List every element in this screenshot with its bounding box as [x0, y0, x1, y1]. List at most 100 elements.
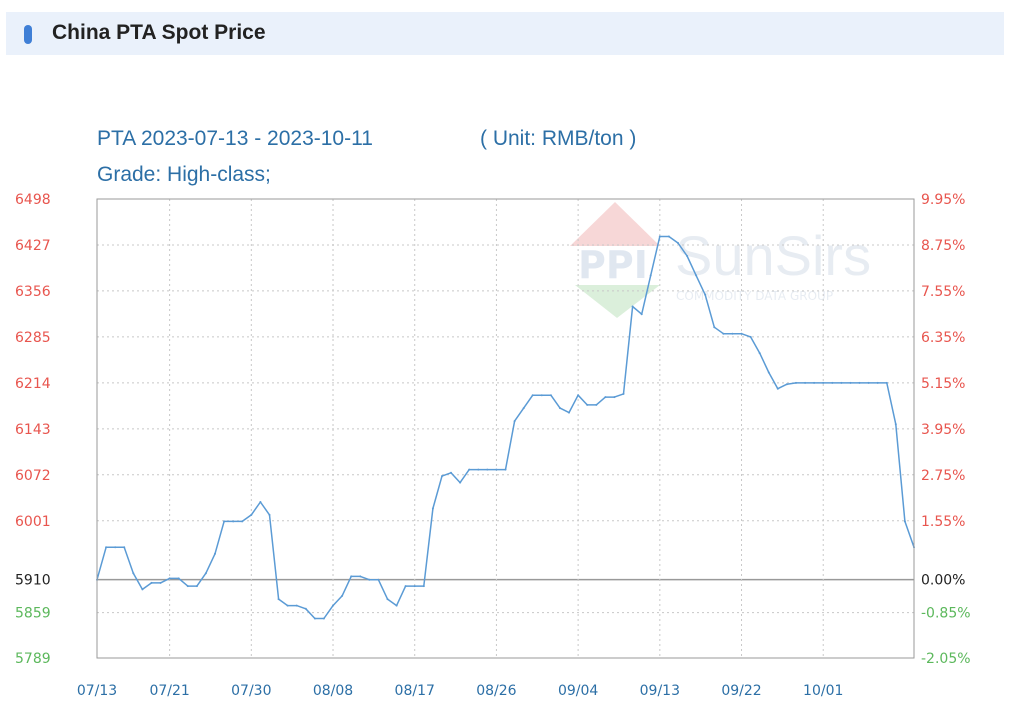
data-point: [250, 513, 253, 516]
data-point: [568, 411, 570, 414]
data-point: [695, 274, 698, 277]
x-tick-label: 08/08: [313, 683, 353, 699]
data-point: [141, 588, 144, 591]
data-point: [413, 585, 416, 588]
x-tick-label: 09/22: [721, 683, 761, 699]
chart-unit: ( Unit: RMB/ton ): [480, 127, 636, 150]
page-title: China PTA Spot Price: [52, 21, 266, 44]
data-point: [867, 381, 870, 384]
data-point: [885, 381, 888, 384]
data-point: [241, 520, 244, 523]
data-point: [767, 371, 770, 374]
data-point: [195, 585, 198, 588]
data-point: [894, 423, 897, 426]
data-point: [359, 575, 362, 578]
data-point: [431, 507, 434, 510]
data-point: [731, 332, 734, 335]
data-point: [776, 387, 779, 390]
data-point: [295, 604, 298, 607]
data-point: [531, 394, 534, 397]
data-point: [822, 381, 825, 384]
y-tick-label: 6001: [15, 514, 51, 530]
data-point: [813, 381, 816, 384]
data-point: [595, 403, 598, 406]
x-tick-label: 08/26: [476, 683, 516, 699]
y-tick-pct: 5.15%: [921, 376, 965, 392]
watermark-logo: PPI SunSirs COMMODITY DATA GROUP: [570, 202, 871, 318]
data-point: [522, 407, 525, 410]
data-point: [395, 604, 398, 607]
data-point: [795, 381, 797, 384]
data-point: [613, 396, 616, 399]
y-tick-pct: -2.05%: [921, 651, 971, 667]
data-point: [441, 475, 443, 478]
data-point: [332, 604, 334, 607]
data-point: [477, 468, 480, 471]
y-tick-label: 6143: [15, 422, 51, 438]
chart-title: PTA 2023-07-13 - 2023-10-11: [97, 127, 373, 150]
data-point: [704, 293, 707, 296]
y-tick-pct: -0.85%: [921, 606, 971, 622]
data-point: [450, 471, 452, 474]
y-tick-label: 6498: [15, 192, 51, 208]
data-point: [677, 242, 679, 244]
data-point: [386, 598, 389, 601]
data-point: [286, 604, 289, 607]
data-point: [540, 394, 543, 397]
chart-subtitle: Grade: High-class;: [97, 163, 271, 186]
y-tick-label: 6072: [15, 468, 51, 484]
data-point: [749, 335, 752, 338]
data-point: [740, 332, 743, 335]
watermark-brand: SunSirs: [675, 224, 871, 287]
x-tick-label: 09/13: [640, 683, 680, 699]
data-point: [268, 513, 271, 516]
x-tick-label: 09/04: [558, 683, 598, 699]
y-tick-pct: 1.55%: [921, 514, 965, 530]
data-point: [495, 468, 498, 471]
data-point: [377, 578, 380, 581]
data-point: [105, 546, 108, 549]
data-point: [577, 394, 580, 397]
data-point: [214, 552, 216, 555]
data-point: [204, 572, 207, 575]
data-point: [486, 468, 489, 471]
data-point: [159, 581, 162, 584]
plot-frame: [96, 198, 915, 659]
data-point: [313, 617, 316, 620]
data-point: [722, 332, 725, 335]
data-point: [658, 235, 661, 238]
y-tick-pct: 0.00%: [921, 573, 965, 589]
data-point: [186, 585, 189, 588]
data-point: [504, 468, 507, 471]
data-point: [350, 575, 353, 578]
y-tick-pct: 6.35%: [921, 330, 965, 346]
data-point: [559, 407, 561, 410]
data-point: [831, 381, 834, 384]
data-point: [259, 501, 262, 503]
data-point: [804, 381, 807, 384]
data-point: [640, 313, 643, 316]
data-point: [368, 578, 371, 581]
y-tick-label: 5789: [15, 651, 51, 667]
y-axis: 6498 9.95% 6427 8.75% 6356 7.55% 6285 6.35% 6214…: [15, 192, 971, 667]
watermark-ppi: PPI: [578, 243, 648, 287]
data-point: [604, 396, 607, 399]
data-point: [304, 607, 307, 610]
data-point: [876, 381, 879, 384]
data-point: [903, 520, 906, 523]
y-tick-pct: 9.95%: [921, 192, 965, 208]
data-point: [468, 468, 471, 471]
y-tick-label: 6285: [15, 330, 51, 346]
y-tick-pct: 7.55%: [921, 284, 965, 300]
data-point: [785, 383, 788, 386]
data-point: [849, 381, 852, 384]
data-point: [132, 572, 135, 575]
y-tick-label: 5910: [15, 573, 51, 589]
data-point: [631, 305, 634, 308]
data-point: [686, 255, 689, 257]
x-tick-label: 07/13: [77, 683, 117, 699]
data-point: [422, 585, 425, 588]
data-point: [622, 392, 625, 395]
x-tick-label: 07/21: [149, 683, 189, 699]
data-point: [649, 274, 652, 277]
